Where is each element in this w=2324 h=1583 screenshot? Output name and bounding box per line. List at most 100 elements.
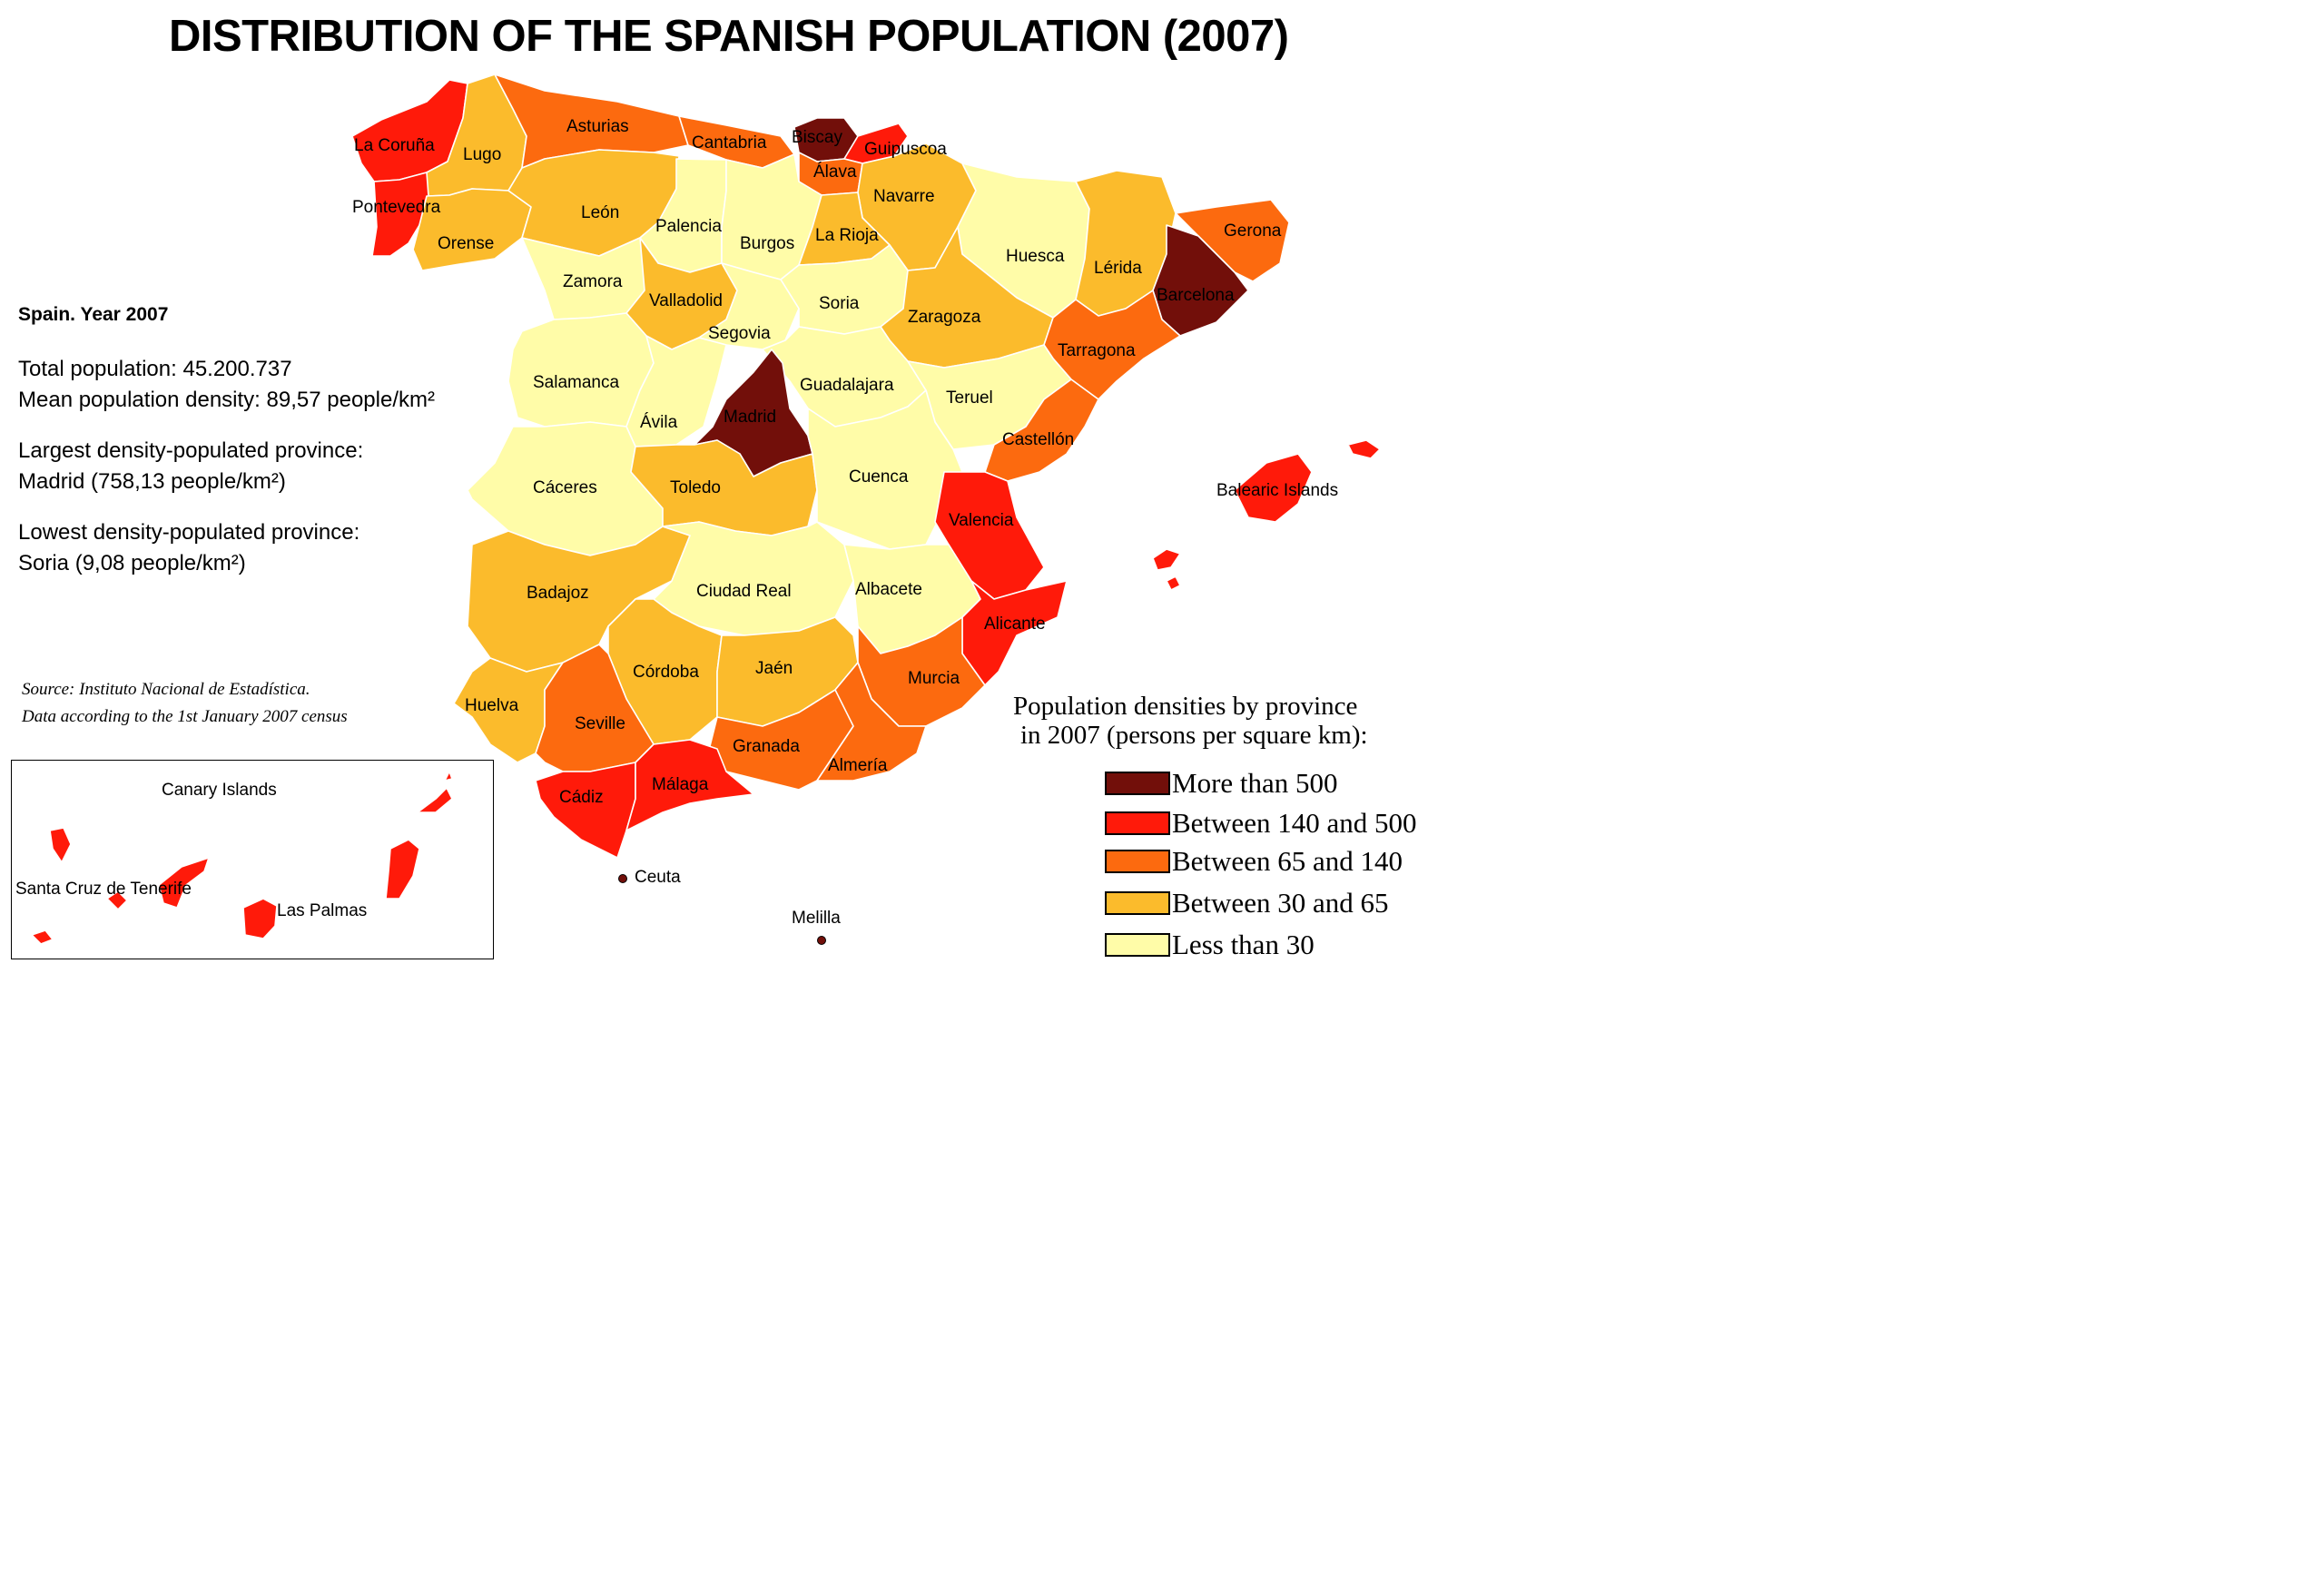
inset-label-las-palmas: Las Palmas — [277, 901, 367, 920]
map-title: DISTRIBUTION OF THE SPANISH POPULATION (… — [169, 12, 1289, 61]
lowest-block: Lowest density-populated province: Soria… — [18, 517, 435, 579]
province-label-lerida: Lérida — [1094, 259, 1142, 278]
legend-item: Between 140 and 500 — [1105, 807, 1417, 839]
province-label-malaga: Málaga — [652, 775, 709, 794]
province-label-pontevedra: Pontevedra — [352, 198, 441, 217]
province-label-tarragona: Tarragona — [1058, 341, 1136, 360]
province-label-almeria: Almería — [828, 756, 888, 775]
province-label-salamanca: Salamanca — [533, 373, 619, 392]
legend-item: Between 65 and 140 — [1105, 845, 1403, 877]
province-label-balearic-islands: Balearic Islands — [1216, 481, 1338, 500]
province-label-seville: Seville — [575, 714, 625, 733]
population-block: Total population: 45.200.737 Mean popula… — [18, 354, 435, 416]
largest-label: Largest density-populated province: — [18, 438, 364, 463]
province-label-zamora: Zamora — [563, 272, 623, 291]
legend-label: More than 500 — [1172, 767, 1338, 799]
province-label-guipuscoa: Guipuscoa — [864, 140, 947, 159]
province-label-badajoz: Badajoz — [527, 584, 589, 603]
legend-label: Between 65 and 140 — [1172, 845, 1403, 877]
legend-item: Between 30 and 65 — [1105, 887, 1389, 919]
province-label-jaen: Jaén — [755, 659, 793, 678]
province-label-lugo: Lugo — [463, 145, 501, 164]
province-label-barcelona: Barcelona — [1157, 286, 1235, 305]
province-shapes — [351, 74, 1381, 859]
province-label-albacete: Albacete — [855, 580, 922, 599]
province-label-zaragoza: Zaragoza — [908, 308, 981, 327]
province-avila — [625, 335, 727, 447]
province-label-cadiz: Cádiz — [559, 788, 604, 807]
island-santa-cruz-de-tenerife-0 — [158, 857, 210, 909]
province-label-alava: Álava — [813, 162, 857, 182]
island-las-palmas-1 — [385, 839, 420, 900]
largest-value: Madrid (758,13 people/km²) — [18, 469, 286, 494]
province-almeria — [816, 662, 927, 782]
province-label-guadalajara: Guadalajara — [800, 376, 894, 395]
province-alicante — [961, 580, 1068, 686]
lowest-value: Soria (9,08 people/km²) — [18, 551, 246, 575]
legend-item: More than 500 — [1105, 767, 1338, 799]
island-shapes — [31, 771, 453, 945]
city-label-melilla: Melilla — [792, 909, 841, 928]
province-label-segovia: Segovia — [708, 324, 771, 343]
province-label-murcia: Murcia — [908, 669, 960, 688]
mean-density: Mean population density: 89,57 people/km… — [18, 388, 435, 412]
legend-title-1: Population densities by province — [1013, 692, 1358, 721]
province-label-asturias: Asturias — [566, 117, 629, 136]
largest-block: Largest density-populated province: Madr… — [18, 436, 435, 497]
province-label-gerona: Gerona — [1224, 221, 1282, 241]
legend: Population densities by province in 2007… — [1009, 692, 1423, 960]
city-label-ceuta: Ceuta — [635, 868, 681, 887]
province-balearic-islands — [1152, 439, 1381, 591]
province-castellon — [984, 379, 1099, 482]
province-label-granada: Granada — [733, 737, 800, 756]
legend-label: Less than 30 — [1172, 929, 1315, 960]
province-label-palencia: Palencia — [655, 217, 722, 236]
island-santa-cruz-de-tenerife-3 — [31, 929, 54, 945]
province-orense — [412, 188, 532, 271]
legend-swatch — [1105, 850, 1170, 873]
legend-swatch — [1105, 772, 1170, 795]
province-label-teruel: Teruel — [946, 388, 993, 408]
island-santa-cruz-de-tenerife-1 — [106, 890, 128, 910]
city-dot-melilla — [817, 936, 826, 945]
summary-panel: Spain. Year 2007 Total population: 45.20… — [18, 300, 435, 599]
province-label-biscay: Biscay — [792, 128, 842, 147]
province-malaga — [625, 739, 754, 831]
province-label-soria: Soria — [819, 294, 860, 313]
province-label-huelva: Huelva — [465, 696, 519, 715]
province-label-cuenca: Cuenca — [849, 467, 909, 487]
source-note: Source: Instituto Nacional de Estadístic… — [22, 676, 348, 731]
province-label-la-coruna: La Coruña — [354, 136, 435, 155]
island-las-palmas-2 — [417, 787, 453, 813]
province-label-ciudad-real: Ciudad Real — [696, 582, 792, 601]
province-salamanca — [507, 312, 655, 428]
legend-swatch — [1105, 891, 1170, 915]
lowest-label: Lowest density-populated province: — [18, 520, 360, 545]
island-santa-cruz-de-tenerife-2 — [49, 827, 72, 863]
province-label-la-rioja: La Rioja — [815, 226, 879, 245]
inset-label-santa-cruz-de-tenerife: Santa Cruz de Tenerife — [15, 880, 192, 899]
province-label-burgos: Burgos — [740, 234, 794, 253]
legend-label: Between 140 and 500 — [1172, 807, 1417, 839]
inset-title: Canary Islands — [162, 781, 277, 800]
province-label-orense: Orense — [438, 234, 494, 253]
city-dot-ceuta — [618, 874, 627, 883]
province-label-cordoba: Córdoba — [633, 663, 699, 682]
legend-label: Between 30 and 65 — [1172, 887, 1389, 919]
province-label-cantabria: Cantabria — [692, 133, 767, 152]
province-cadiz — [535, 762, 636, 859]
province-label-caceres: Cáceres — [533, 478, 597, 497]
province-label-madrid: Madrid — [724, 408, 776, 427]
source-line-2: Data according to the 1st January 2007 c… — [22, 707, 348, 726]
legend-item: Less than 30 — [1105, 929, 1315, 960]
legend-title-2: in 2007 (persons per square km): — [1020, 721, 1368, 750]
province-label-castellon: Castellón — [1002, 430, 1074, 449]
province-label-avila: Ávila — [640, 413, 678, 432]
province-labels: La Coruña Lugo Asturias Cantabria Biscay Guip… — [15, 117, 1338, 945]
province-label-huesca: Huesca — [1006, 247, 1065, 266]
province-label-toledo: Toledo — [670, 478, 721, 497]
canary-islands-inset — [11, 760, 494, 959]
province-label-valencia: Valencia — [949, 511, 1014, 530]
province-label-alicante: Alicante — [984, 615, 1046, 634]
island-las-palmas-0 — [242, 898, 278, 939]
